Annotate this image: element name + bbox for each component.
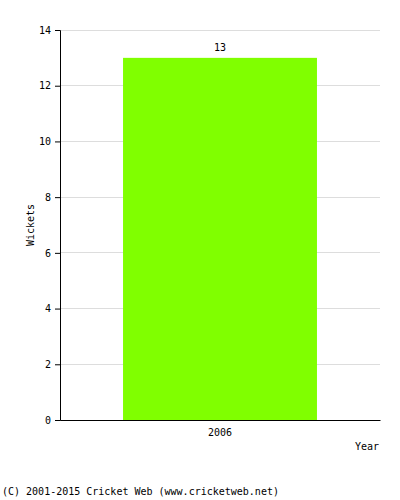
- tick: 10: [39, 136, 60, 147]
- bar: [123, 58, 317, 420]
- tick: 12: [39, 80, 60, 91]
- x-axis: 2006: [61, 420, 381, 438]
- tick-mark: [55, 86, 60, 87]
- tick-label: 6: [45, 248, 51, 259]
- tick-label: 0: [45, 415, 51, 426]
- tick-mark: [55, 309, 60, 310]
- tick: 14: [39, 25, 60, 36]
- tick-mark: [55, 420, 60, 421]
- chart: 0 2 4 6 8 10 12 14 2006 13 Wickets Year (C) 2001-201…: [0, 0, 400, 500]
- grid-line: [60, 30, 380, 31]
- annotation: (C) 2001-2015 Cricket Web (www.cricketwe…: [2, 486, 279, 497]
- tick-mark: [55, 253, 60, 254]
- tick: 8: [45, 192, 60, 203]
- tick: 6: [45, 248, 60, 259]
- axis-line: [61, 420, 381, 421]
- y-axis: 0 2 4 6 8 10 12 14: [39, 25, 61, 426]
- tick: 2006: [208, 420, 232, 438]
- tick: 0: [45, 415, 60, 426]
- tick-label: 2006: [208, 427, 232, 438]
- axis-line: [55, 31, 61, 421]
- tick-label: 8: [45, 192, 51, 203]
- data-labels: 13: [214, 42, 226, 53]
- data-label: 13: [214, 42, 226, 53]
- tick: 4: [45, 303, 60, 314]
- tick-label: 10: [39, 136, 51, 147]
- tick-label: 4: [45, 303, 51, 314]
- y-axis-title: Wickets: [25, 204, 36, 246]
- tick: 2: [45, 359, 60, 370]
- plot-area: [123, 58, 317, 420]
- tick-label: 14: [39, 25, 51, 36]
- x-axis-title: Year: [355, 441, 379, 452]
- tick-mark: [55, 197, 60, 198]
- tick-mark: [55, 364, 60, 365]
- tick-mark: [55, 141, 60, 142]
- grid: [60, 30, 380, 420]
- tick-label: 12: [39, 80, 51, 91]
- tick-label: 2: [45, 359, 51, 370]
- tick-mark: [55, 30, 60, 31]
